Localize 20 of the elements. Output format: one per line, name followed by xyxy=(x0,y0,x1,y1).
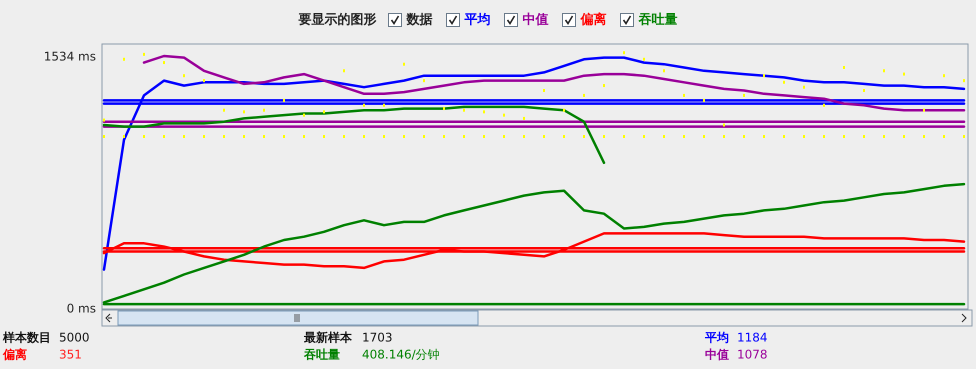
y-tick-label: 0 ms xyxy=(66,301,96,316)
text: 1703 xyxy=(362,330,393,344)
text: 偏离 xyxy=(2,347,27,362)
y-tick-label: 1534 ms xyxy=(44,49,96,64)
text: 1184 xyxy=(737,330,768,344)
text: 吞吐量 xyxy=(638,12,678,28)
text: 样本数目 xyxy=(2,330,51,344)
text: 中值 xyxy=(522,12,548,28)
text: 平均 xyxy=(704,330,729,344)
text: 偏离 xyxy=(580,12,606,28)
text: 平均 xyxy=(464,12,490,28)
text: 中值 xyxy=(705,347,729,362)
legend-title: 要显示的图形 xyxy=(298,12,376,28)
text: 1078 xyxy=(737,347,768,362)
text: 408.146/分钟 xyxy=(362,347,440,362)
text: 5000 xyxy=(59,330,90,344)
text: 数据 xyxy=(406,12,432,28)
text: 吞吐量 xyxy=(303,347,340,362)
text: 351 xyxy=(59,347,82,362)
text: 最新样本 xyxy=(303,330,353,344)
